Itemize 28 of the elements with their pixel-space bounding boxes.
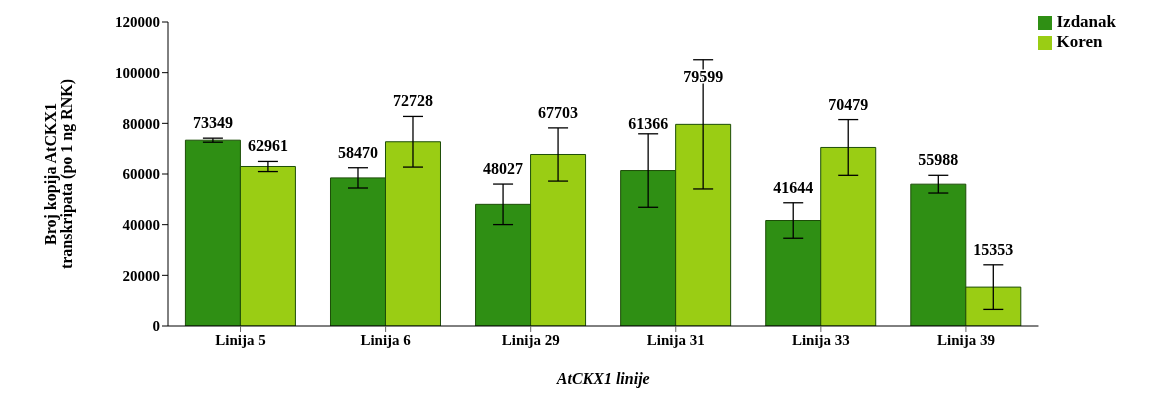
y-axis-title: Broj kopija AtCKX1 transkripata (po 1 ng RNK) <box>41 78 76 270</box>
y-tick-label: 100000 <box>115 64 160 81</box>
data-label: 62961 <box>247 137 288 155</box>
x-tick-label: Linija 29 <box>501 331 560 348</box>
x-tick-label: Linija 33 <box>791 331 850 348</box>
data-label: 72728 <box>392 92 433 110</box>
x-tick-label: Linija 6 <box>360 331 412 348</box>
y-tick-label: 20000 <box>122 267 160 284</box>
x-tick-label: Linija 39 <box>936 331 995 348</box>
y-tick-label: 80000 <box>122 115 160 132</box>
data-label: 61366 <box>628 114 669 132</box>
x-axis-title: AtCKX1 linije <box>555 370 650 388</box>
legend-label: Koren <box>1056 32 1103 51</box>
data-label: 70479 <box>828 95 869 113</box>
legend-label: Izdanak <box>1056 12 1116 31</box>
data-label: 55988 <box>918 151 959 169</box>
data-label: 48027 <box>483 160 524 178</box>
y-tick-label: 40000 <box>122 216 160 233</box>
data-label: 58470 <box>337 143 378 161</box>
data-label: 15353 <box>973 240 1014 258</box>
x-tick-label: Linija 31 <box>646 331 705 348</box>
y-tick-label: 120000 <box>115 14 160 31</box>
y-tick-label: 0 <box>152 318 160 335</box>
y-tick-label: 60000 <box>122 166 160 183</box>
x-tick-label: Linija 5 <box>215 331 266 348</box>
data-label: 67703 <box>538 103 579 121</box>
data-label: 41644 <box>773 178 814 196</box>
data-label: 73349 <box>192 114 233 132</box>
